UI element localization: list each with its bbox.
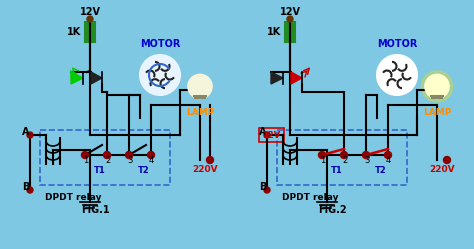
Circle shape	[363, 151, 370, 159]
Text: 4: 4	[149, 156, 154, 165]
Circle shape	[188, 74, 212, 98]
Text: MOTOR: MOTOR	[140, 39, 180, 49]
Text: 12V: 12V	[280, 7, 301, 17]
Text: A: A	[22, 127, 29, 137]
Text: LAMP: LAMP	[186, 108, 214, 117]
Text: 220V: 220V	[429, 165, 455, 174]
Circle shape	[126, 151, 133, 159]
Circle shape	[82, 151, 89, 159]
Text: 4: 4	[386, 156, 391, 165]
Text: 12V: 12V	[262, 130, 280, 139]
Circle shape	[207, 157, 213, 164]
Circle shape	[377, 55, 417, 95]
Circle shape	[103, 151, 110, 159]
Text: T1: T1	[94, 166, 106, 175]
Circle shape	[319, 151, 326, 159]
Text: 3: 3	[364, 156, 369, 165]
Circle shape	[425, 74, 449, 98]
Text: 1: 1	[83, 156, 88, 165]
Circle shape	[340, 151, 347, 159]
Text: 2: 2	[105, 156, 110, 165]
Text: 12V: 12V	[80, 7, 100, 17]
Circle shape	[147, 151, 155, 159]
Circle shape	[384, 151, 392, 159]
Circle shape	[421, 71, 453, 102]
Text: A: A	[259, 127, 266, 137]
Polygon shape	[71, 72, 83, 84]
Circle shape	[27, 132, 33, 138]
Text: DPDT relay: DPDT relay	[282, 193, 338, 202]
Circle shape	[27, 187, 33, 193]
Text: 1K: 1K	[67, 27, 81, 37]
Text: 220V: 220V	[192, 165, 218, 174]
Text: T1: T1	[331, 166, 343, 175]
FancyBboxPatch shape	[285, 22, 295, 42]
FancyBboxPatch shape	[85, 22, 95, 42]
Text: MOTOR: MOTOR	[377, 39, 417, 49]
Text: 1K: 1K	[267, 27, 281, 37]
Text: B: B	[259, 182, 266, 192]
Circle shape	[140, 55, 180, 95]
Text: B: B	[22, 182, 29, 192]
Polygon shape	[291, 72, 302, 84]
Circle shape	[87, 16, 93, 22]
Text: 2: 2	[342, 156, 347, 165]
Text: T2: T2	[375, 166, 387, 175]
Circle shape	[264, 132, 270, 138]
Text: FIG.2: FIG.2	[318, 205, 346, 215]
Polygon shape	[271, 72, 283, 84]
Text: T2: T2	[138, 166, 150, 175]
Circle shape	[287, 16, 293, 22]
Text: LAMP: LAMP	[423, 108, 451, 117]
Circle shape	[264, 187, 270, 193]
Text: DPDT relay: DPDT relay	[45, 193, 101, 202]
Text: 1: 1	[320, 156, 325, 165]
Circle shape	[444, 157, 450, 164]
Text: FIG.1: FIG.1	[81, 205, 109, 215]
Text: 3: 3	[127, 156, 132, 165]
Polygon shape	[91, 72, 102, 84]
